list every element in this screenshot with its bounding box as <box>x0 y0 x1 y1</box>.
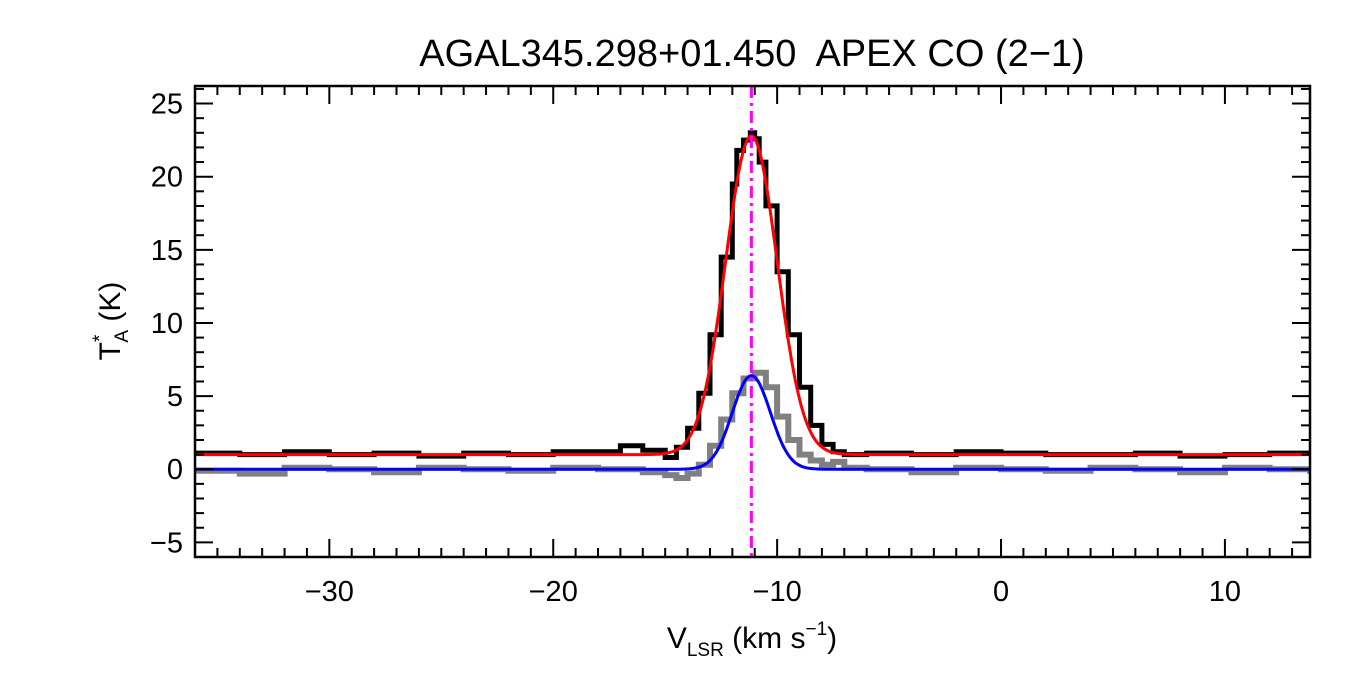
y-tick-label: 0 <box>167 454 183 486</box>
y-axis-label-sub: A <box>112 330 133 343</box>
chart-title: AGAL345.298+01.450 APEX CO (2−1) <box>419 33 1084 75</box>
x-axis-label-end: ) <box>827 622 837 655</box>
x-axis-label: VLSR (km s−1) <box>667 619 837 661</box>
y-tick-label: 15 <box>151 235 183 267</box>
x-axis-label-rest: (km s <box>724 622 806 655</box>
x-axis-label-sub: LSR <box>687 640 724 661</box>
y-axis-label-sup: * <box>90 334 111 342</box>
x-tick-label: −10 <box>753 576 802 608</box>
x-axis-label-sup: −1 <box>805 619 827 640</box>
plot-area: −30 −20 −10 0 10 −5 0 5 10 15 20 25 <box>150 84 1312 608</box>
y-axis-label: T*A (K) <box>90 282 133 361</box>
y-axis-label-main: T <box>94 342 127 360</box>
blue-fit-curve <box>195 374 1310 471</box>
y-tick-label: 10 <box>151 308 183 340</box>
x-tick-label: −20 <box>529 576 578 608</box>
y-tick-label: 25 <box>151 89 183 121</box>
y-tick-label: 5 <box>167 381 183 413</box>
x-axis-label-main: V <box>667 622 687 655</box>
x-tick-label: 0 <box>993 576 1009 608</box>
y-tick-label: −5 <box>150 527 183 559</box>
y-tick-label: 20 <box>151 162 183 194</box>
plot-frame <box>193 84 1312 559</box>
y-axis-label-rest: (K) <box>94 282 127 330</box>
x-tick-label: −30 <box>305 576 354 608</box>
tick-layer: −30 −20 −10 0 10 −5 0 5 10 15 20 25 <box>150 86 1310 608</box>
x-tick-label: 10 <box>1209 576 1241 608</box>
